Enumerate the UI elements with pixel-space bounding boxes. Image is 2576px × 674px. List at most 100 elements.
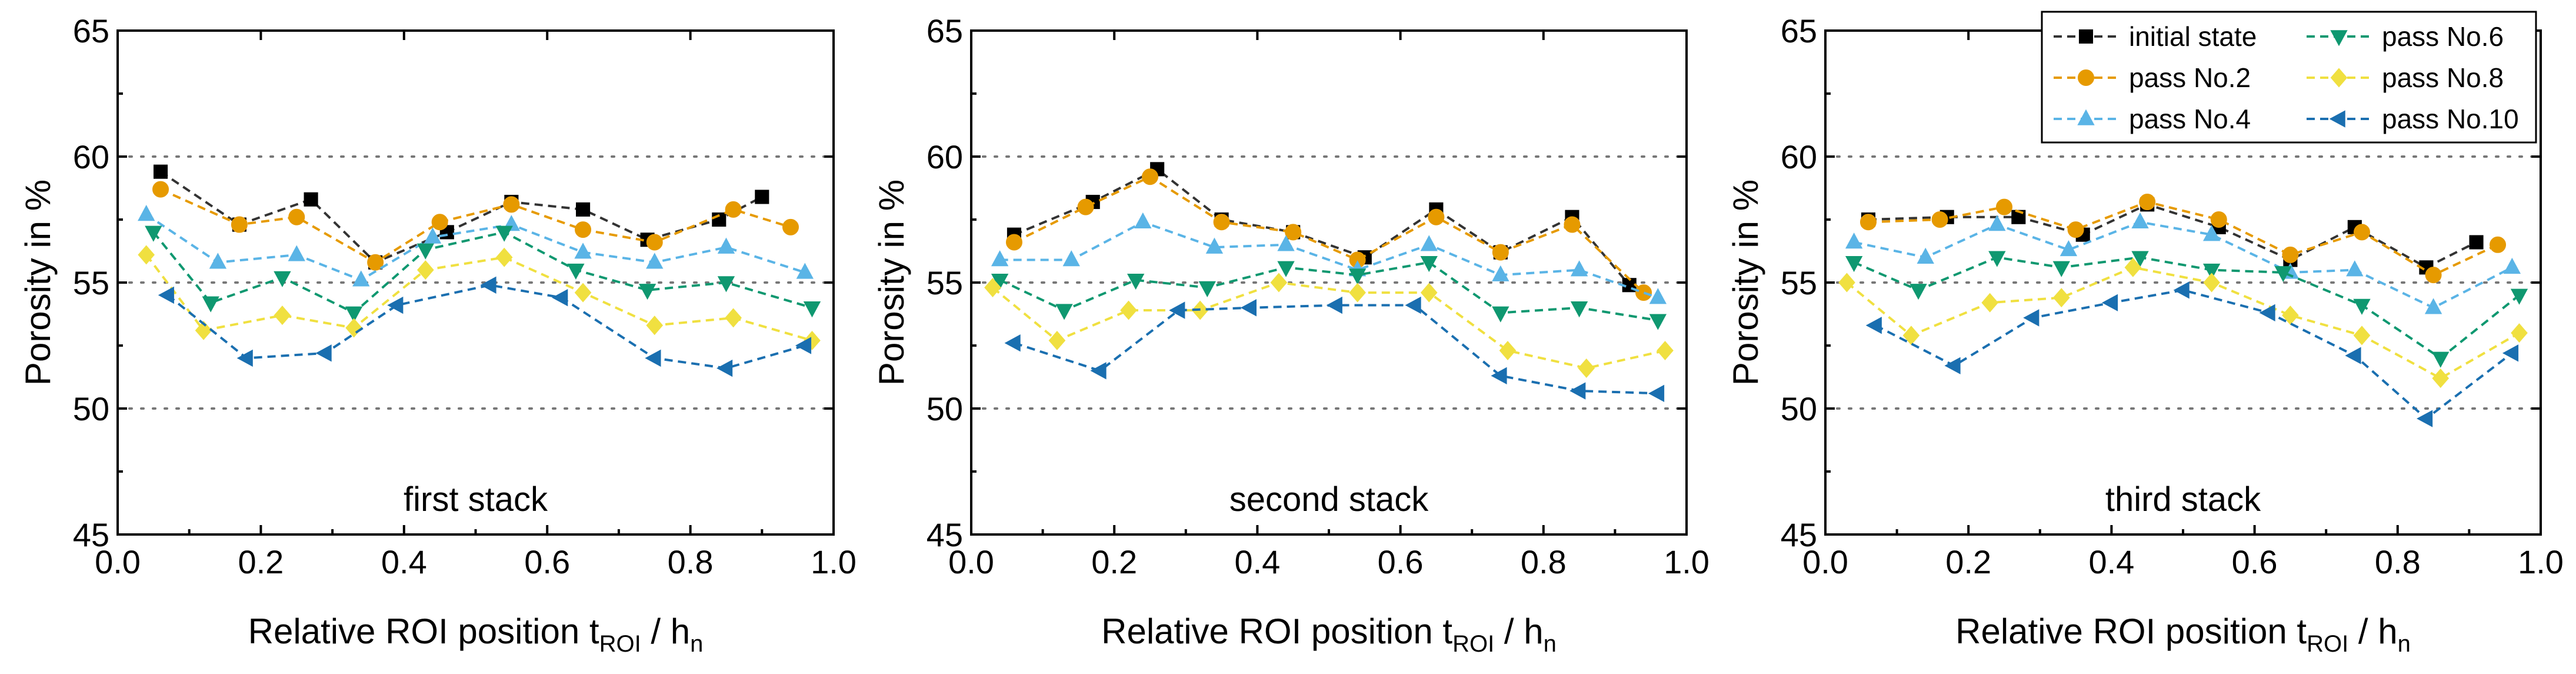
series-line [1853,256,2520,360]
series-pass-no-2 [152,181,799,271]
series-pass-no-10 [1865,281,2519,427]
x-axis-title-main: Relative ROI position t [1955,612,2307,651]
series-pass-no-4 [1845,212,2521,314]
legend-label: pass No.10 [2382,104,2519,134]
legend-box [2041,11,2537,144]
data-point [315,344,332,362]
series-pass-no-6 [145,225,821,323]
data-point [1859,214,1877,231]
data-point [1570,260,1588,277]
data-point [1988,251,2006,267]
y-tick-label: 45 [1781,516,1817,553]
series-pass-no-6 [1845,251,2528,368]
data-point [576,202,591,217]
data-point [1277,261,1295,277]
data-point [345,306,363,323]
x-tick-label: 0.8 [1521,543,1567,580]
x-axis-title: Relative ROI position tROI / hn [248,612,704,657]
panel-1: 0.0 0.2 0.4 0.6 0.8 1.0 45 50 55 60 65 Porosity in … [18,12,857,657]
data-point [1348,268,1367,285]
data-point [1492,306,1509,323]
data-point [138,245,155,265]
data-point [274,271,291,287]
legend-marker [2077,109,2095,125]
data-point [1944,357,1961,374]
y-axis-title: Porosity in % [18,180,58,386]
series-line [1014,175,1645,294]
data-point [1134,212,1152,229]
data-point [1270,273,1288,293]
data-point [288,208,305,225]
data-point [1077,198,1094,215]
x-axis-title-sub2: n [2398,631,2411,657]
data-point [567,263,585,280]
data-point [796,263,814,279]
data-point [717,237,735,254]
x-tick-label: 0.4 [381,543,427,580]
data-point [2282,246,2299,263]
y-tick-label: 50 [73,390,109,427]
data-point [2432,351,2450,368]
data-point [1981,293,1999,313]
legend-marker [2330,68,2348,88]
data-point [2259,304,2275,322]
data-point [574,243,592,259]
data-point [646,253,664,269]
data-point [1902,326,1920,346]
legend-marker [2078,69,2094,86]
y-tick-label: 50 [927,390,963,427]
series-line [1875,288,2513,420]
series-line [1846,266,2520,380]
y-tick-label: 60 [73,138,109,175]
data-point [274,306,291,326]
data-point [1048,330,1066,350]
x-tick-label: 0.0 [948,543,994,580]
legend-label: pass No.4 [2129,104,2251,134]
legend-entry: pass No.8 [2307,62,2504,93]
series-pass-no-6 [991,256,1667,330]
data-point [352,270,370,287]
data-point [1090,362,1107,380]
data-point [646,234,663,251]
data-point [1127,273,1145,290]
series-pass-no-2 [1859,194,2507,284]
x-tick-label: 1.0 [1664,543,1709,580]
series-line [992,281,1665,370]
data-point [145,225,162,242]
series-pass-no-8 [138,245,821,350]
y-tick-label: 60 [927,138,963,175]
x-tick-label: 0.2 [1945,543,1991,580]
series-pass-no-4 [138,205,814,287]
data-point [2173,281,2190,299]
data-point [2202,263,2221,280]
data-point [416,243,434,260]
data-point [1285,224,1302,241]
x-axis-title-main: Relative ROI position t [1101,612,1452,651]
data-point [2503,257,2521,274]
data-point [2203,273,2220,293]
data-point [782,218,799,235]
data-point [1420,283,1438,303]
data-point [1492,265,1509,281]
data-point [1240,299,1257,317]
data-point [2131,212,2149,229]
data-point [1845,256,1863,273]
data-point [1004,334,1021,352]
y-tick-label: 65 [927,12,963,49]
stack-annotation: first stack [404,480,548,519]
data-point [345,318,362,338]
data-point [2469,235,2484,250]
panel-3: 0.0 0.2 0.4 0.6 0.8 1.0 45 50 55 60 65 Porosity in … [1726,12,2564,657]
y-tick-label: 55 [73,264,109,301]
data-point [1142,168,1158,185]
data-point [1570,301,1588,318]
y-tick-label: 45 [927,516,963,553]
data-point [1499,341,1517,361]
data-point [1326,296,1342,314]
x-tick-label: 0.4 [2088,543,2134,580]
data-point [1865,317,1882,334]
series-line [1868,200,2498,277]
data-point [2510,288,2528,305]
x-axis-title-sub2: n [1544,631,1557,657]
data-point [2346,260,2364,277]
